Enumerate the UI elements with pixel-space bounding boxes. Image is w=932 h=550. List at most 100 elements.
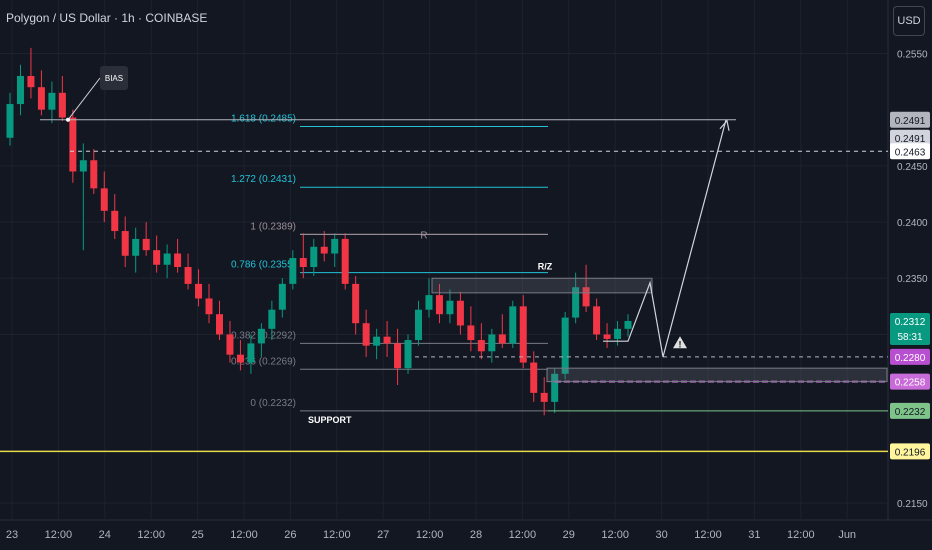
candle-body	[100, 188, 108, 211]
price-tick-label: 0.2400	[897, 218, 928, 229]
price-label-box	[890, 402, 930, 419]
bias-label: BIAS	[105, 74, 123, 83]
candle-body	[310, 246, 318, 268]
time-tick-label: 24	[99, 529, 111, 541]
rz-label: R/Z	[538, 261, 553, 271]
candle-body	[551, 373, 559, 402]
candle-body	[425, 295, 433, 310]
candle-body	[121, 231, 129, 256]
price-label-box	[890, 143, 930, 160]
candle-body	[268, 309, 276, 329]
candle-body	[226, 334, 234, 355]
warning-icon-glyph: !	[679, 339, 682, 349]
countdown-label: 58:31	[897, 332, 922, 343]
projection-arrowhead	[719, 119, 730, 131]
candle-body	[289, 258, 297, 284]
resistance-zone-box	[431, 277, 653, 294]
time-tick-label: 12:00	[323, 529, 351, 541]
price-label-box	[890, 129, 930, 146]
time-tick-label: 23	[6, 529, 18, 541]
bias-box	[100, 66, 128, 90]
price-label: 0.2312	[895, 317, 926, 328]
candle-body	[373, 336, 381, 346]
price-label: 0.2258	[895, 378, 926, 389]
candle-body	[572, 287, 580, 318]
candle-body	[174, 253, 182, 268]
candle-body	[37, 87, 45, 110]
time-tick-label: 12:00	[509, 529, 537, 541]
price-label-box	[890, 312, 930, 345]
candle-body	[236, 354, 244, 363]
chart-title: Polygon / US Dollar · 1h · COINBASE	[6, 11, 208, 25]
candle-body	[488, 334, 496, 352]
price-label: 0.2280	[895, 353, 926, 364]
price-label-box	[890, 348, 930, 365]
candle-body	[467, 325, 475, 341]
candle-body	[79, 160, 87, 172]
time-tick-label: 31	[748, 529, 760, 541]
fib-level-label: 0 (0.2232)	[250, 398, 296, 409]
candle-body	[184, 267, 192, 284]
drawings: R R/Z SUPPORT BIAS!	[0, 66, 888, 453]
time-axis[interactable]: 23 12:00 24 12:00 25 12:00 26 12:00 27 12:00 28 12:…	[6, 529, 856, 541]
candle-body	[383, 336, 391, 344]
price-tick-label: 0.2150	[897, 499, 928, 510]
time-tick-label: 29	[563, 529, 575, 541]
candle-body	[247, 343, 255, 363]
price-label: 0.2463	[895, 147, 926, 158]
candle-body	[278, 283, 286, 310]
time-tick-label: 12:00	[230, 529, 258, 541]
candle-body	[69, 117, 77, 172]
time-tick-label: 27	[377, 529, 389, 541]
candle-body	[435, 295, 443, 315]
time-tick-label: 12:00	[694, 529, 722, 541]
price-tick-label: 0.2350	[897, 274, 928, 285]
candle-body	[331, 238, 339, 254]
candle-body	[561, 317, 569, 374]
fib-level-label: 0.236 (0.2269)	[231, 356, 296, 367]
candle-body	[404, 340, 412, 369]
candle-body	[320, 246, 328, 254]
price-tick-label: 0.2450	[897, 162, 928, 173]
price-label: 0.2491	[895, 134, 926, 145]
candle-body	[477, 340, 485, 352]
price-label-box	[890, 373, 930, 390]
candle-body	[299, 258, 307, 268]
candle-body	[16, 75, 24, 105]
bias-pointer	[67, 77, 101, 121]
candles	[6, 47, 632, 416]
projection-path	[603, 119, 727, 358]
candle-body	[509, 306, 517, 344]
price-label: 0.2196	[895, 447, 926, 458]
candle-body	[456, 300, 464, 326]
time-tick-label: 30	[655, 529, 667, 541]
candle-body	[195, 283, 203, 299]
time-tick-label: 25	[191, 529, 203, 541]
candle-body	[530, 362, 538, 393]
currency-button[interactable]: USD	[893, 6, 925, 36]
candle-body	[498, 334, 506, 344]
fib-level-label: 1 (0.2389)	[250, 221, 296, 232]
time-tick-label: 12:00	[45, 529, 73, 541]
candle-body	[48, 92, 56, 110]
time-tick-label: 12:00	[416, 529, 444, 541]
candle-body	[540, 392, 548, 402]
price-label-box	[890, 111, 930, 128]
time-tick-label: 26	[284, 529, 296, 541]
warning-icon	[673, 336, 687, 349]
candle-body	[341, 238, 349, 284]
candle-body	[58, 92, 66, 118]
candle-body	[394, 343, 402, 369]
bias-dot	[66, 117, 70, 122]
candle-body	[215, 314, 223, 335]
time-tick-label: 28	[470, 529, 482, 541]
candle-body	[142, 238, 150, 251]
candle-body	[614, 328, 622, 339]
price-label: 0.2491	[895, 116, 926, 127]
fib-level-label: 0.786 (0.2355)	[231, 260, 296, 271]
candle-body	[624, 320, 632, 329]
time-tick-label: 12:00	[787, 529, 815, 541]
support-label: SUPPORT	[308, 415, 352, 425]
